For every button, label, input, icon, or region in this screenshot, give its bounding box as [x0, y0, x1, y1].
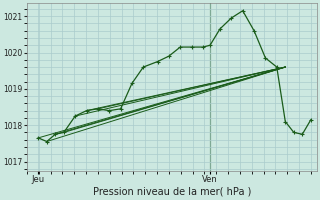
X-axis label: Pression niveau de la mer( hPa ): Pression niveau de la mer( hPa ) [92, 187, 251, 197]
